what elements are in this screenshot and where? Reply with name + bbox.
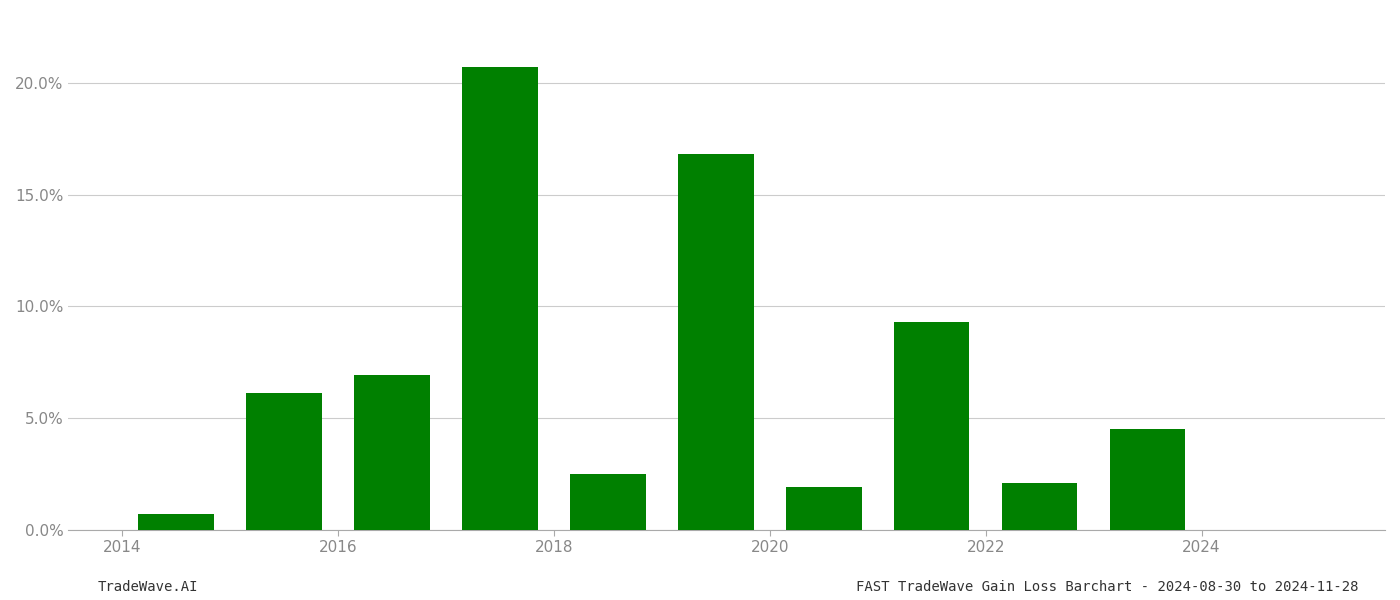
Bar <box>246 394 322 530</box>
Bar <box>678 154 753 530</box>
Bar <box>895 322 969 530</box>
Text: FAST TradeWave Gain Loss Barchart - 2024-08-30 to 2024-11-28: FAST TradeWave Gain Loss Barchart - 2024… <box>855 580 1358 594</box>
Bar <box>1110 429 1186 530</box>
Bar <box>1002 482 1078 530</box>
Bar <box>462 67 538 530</box>
Bar <box>354 376 430 530</box>
Bar <box>785 487 861 530</box>
Bar <box>570 474 645 530</box>
Bar <box>139 514 214 530</box>
Text: TradeWave.AI: TradeWave.AI <box>98 580 199 594</box>
